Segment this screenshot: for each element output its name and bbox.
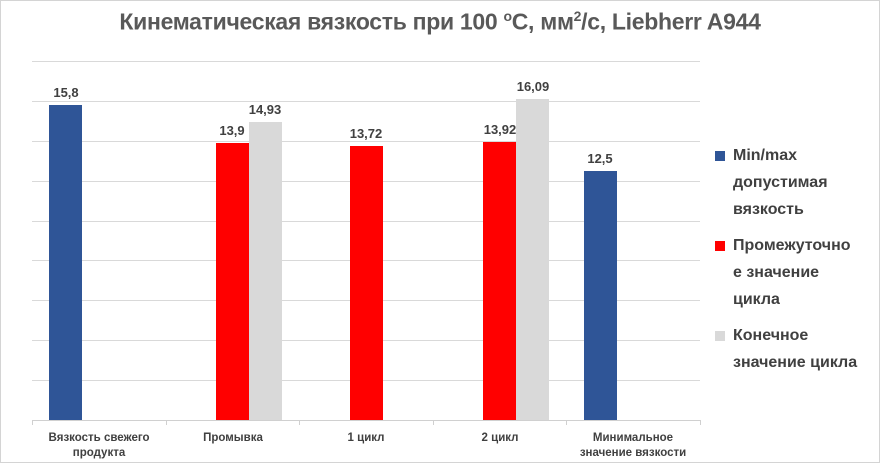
data-label: 16,09 xyxy=(516,79,550,94)
legend-label-line: допустимая xyxy=(733,174,828,191)
gridline xyxy=(32,101,700,102)
legend-item: Конечное значение цикла xyxy=(715,322,880,376)
bar-final xyxy=(516,99,549,420)
legend-label-line: цикла xyxy=(733,291,780,308)
legend-label-line: значение цикла xyxy=(733,354,858,371)
data-label: 13,72 xyxy=(349,126,383,141)
data-label: 12,5 xyxy=(587,151,613,166)
category-label: Промывка xyxy=(166,431,300,446)
category-label: Минимальное значение вязкости xyxy=(566,431,700,461)
legend-swatch xyxy=(715,151,725,161)
data-label: 13,9 xyxy=(219,123,245,138)
category-label-line: Промывка xyxy=(203,432,263,444)
bar-minmax xyxy=(49,105,82,420)
legend-item: Min/max допустимая вязкость xyxy=(715,142,880,223)
x-axis-tick xyxy=(299,420,300,425)
x-axis-tick xyxy=(433,420,434,425)
data-label: 14,93 xyxy=(248,102,282,117)
category-label: 1 цикл xyxy=(299,431,433,446)
gridline xyxy=(32,61,700,62)
bar-intermediate xyxy=(216,143,249,420)
data-label: 15,8 xyxy=(53,85,79,100)
gridline xyxy=(32,141,700,142)
x-axis-tick xyxy=(700,420,701,425)
category-label-line: 2 цикл xyxy=(481,432,519,444)
category-label-line: 1 цикл xyxy=(347,432,385,444)
legend-label-line: Min/max xyxy=(733,147,798,164)
legend-label-line: вязкость xyxy=(733,201,804,218)
legend-label-line: Промежуточно xyxy=(733,237,851,254)
x-axis-line xyxy=(32,420,700,421)
category-label-line: Минимальное xyxy=(592,432,674,444)
data-label: 13,92 xyxy=(483,122,517,137)
legend-swatch xyxy=(715,331,725,341)
x-axis-tick xyxy=(32,420,33,425)
x-axis-tick xyxy=(566,420,567,425)
x-axis-tick xyxy=(166,420,167,425)
legend-label-line: е значение xyxy=(733,264,820,281)
bar-intermediate xyxy=(350,146,383,420)
category-label: Вязкость свежего продукта xyxy=(32,431,166,461)
legend-item: Промежуточно е значение цикла xyxy=(715,232,880,313)
bar-intermediate xyxy=(483,142,516,420)
bar-final xyxy=(249,122,282,420)
bar-minmax xyxy=(584,171,617,420)
category-label: 2 цикл xyxy=(433,431,567,446)
legend: Min/max допустимая вязкость Промежуточно е з… xyxy=(715,142,880,385)
category-label-line: значение вязкости xyxy=(579,447,687,459)
plot-area: 15,8 13,9 14,93 13,72 13,92 16,09 12,5 xyxy=(32,61,701,425)
chart-title: Кинематическая вязкость при 100 оС, мм2/… xyxy=(119,8,761,35)
legend-label-line: Конечное xyxy=(733,327,809,344)
category-label-line: Вязкость свежего xyxy=(48,432,150,444)
legend-swatch xyxy=(715,241,725,251)
category-label-line: продукта xyxy=(72,447,126,459)
